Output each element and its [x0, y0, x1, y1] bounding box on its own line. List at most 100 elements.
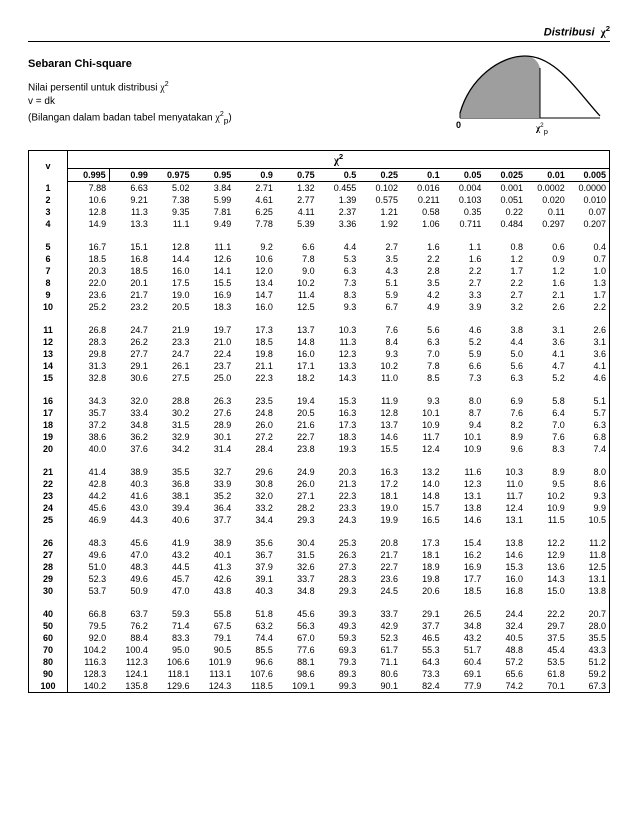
cell: 7.81 [193, 206, 235, 218]
cell: 22.4 [193, 348, 235, 360]
cell: 38.1 [151, 490, 193, 502]
cell: 17.5 [151, 277, 193, 289]
cell: 18.1 [359, 490, 401, 502]
cell: 33.7 [276, 573, 318, 585]
cell: 5.9 [443, 348, 485, 360]
cell: 18.3 [318, 431, 360, 443]
cell: 11.3 [318, 336, 360, 348]
row-v: 29 [29, 573, 68, 585]
cell: 99.3 [318, 680, 360, 693]
cell: 25.3 [318, 526, 360, 549]
cell: 109.1 [276, 680, 318, 693]
cell: 96.6 [234, 656, 276, 668]
cell: 13.7 [359, 419, 401, 431]
cell: 43.2 [443, 632, 485, 644]
cell: 20.3 [68, 265, 110, 277]
cell: 73.3 [401, 668, 443, 680]
cell: 98.6 [276, 668, 318, 680]
cell: 61.7 [359, 644, 401, 656]
cell: 38.9 [193, 526, 235, 549]
cell: 5.1 [568, 384, 610, 407]
col-header: 0.75 [276, 169, 318, 182]
cell: 9.3 [359, 348, 401, 360]
cell: 3.2 [484, 301, 526, 313]
cell: 77.9 [443, 680, 485, 693]
table-row: 70104.2100.495.090.585.577.669.361.755.3… [29, 644, 610, 656]
col-header: 0.995 [68, 169, 110, 182]
cell: 67.0 [276, 632, 318, 644]
cell: 35.5 [568, 632, 610, 644]
cell: 15.1 [109, 230, 151, 253]
cell: 0.102 [359, 182, 401, 195]
row-v: 12 [29, 336, 68, 348]
cell: 16.9 [443, 561, 485, 573]
cell: 88.4 [109, 632, 151, 644]
cell: 13.8 [568, 585, 610, 597]
cell: 9.3 [318, 301, 360, 313]
cell: 29.3 [318, 585, 360, 597]
cell: 4.4 [484, 336, 526, 348]
cell: 23.2 [109, 301, 151, 313]
table-row: 17.886.635.023.842.711.320.4550.1020.016… [29, 182, 610, 195]
cell: 52.3 [359, 632, 401, 644]
cell: 22.7 [359, 561, 401, 573]
cell: 71.4 [151, 620, 193, 632]
cell: 37.9 [234, 561, 276, 573]
row-v: 2 [29, 194, 68, 206]
row-v: 80 [29, 656, 68, 668]
cell: 31.4 [193, 443, 235, 455]
cell: 1.21 [359, 206, 401, 218]
cell: 40.0 [68, 443, 110, 455]
cell: 15.0 [526, 585, 568, 597]
cell: 43.2 [151, 549, 193, 561]
cell: 9.35 [151, 206, 193, 218]
cell: 9.5 [526, 478, 568, 490]
cell: 12.9 [526, 549, 568, 561]
cell: 28.0 [568, 620, 610, 632]
cell: 41.9 [151, 526, 193, 549]
cell: 33.2 [234, 502, 276, 514]
cell: 10.2 [359, 360, 401, 372]
cell: 16.8 [484, 585, 526, 597]
row-v: 13 [29, 348, 68, 360]
cell: 8.0 [443, 384, 485, 407]
cell: 41.6 [109, 490, 151, 502]
cell: 34.8 [276, 585, 318, 597]
cell: 2.6 [526, 301, 568, 313]
cell: 48.3 [68, 526, 110, 549]
cell: 4.1 [568, 360, 610, 372]
cell: 33.7 [359, 597, 401, 620]
cell: 40.3 [234, 585, 276, 597]
cell: 37.2 [68, 419, 110, 431]
cell: 1.6 [443, 253, 485, 265]
cell: 8.6 [568, 478, 610, 490]
cell: 2.37 [318, 206, 360, 218]
cell: 36.2 [109, 431, 151, 443]
cell: 32.4 [484, 620, 526, 632]
col-header: 0.975 [151, 169, 193, 182]
cell: 9.2 [234, 230, 276, 253]
cell: 25.0 [193, 372, 235, 384]
cell: 39.4 [151, 502, 193, 514]
cell: 6.3 [568, 419, 610, 431]
cell: 15.3 [484, 561, 526, 573]
cell: 43.0 [109, 502, 151, 514]
table-row: 1329.827.724.722.419.816.012.39.37.05.95… [29, 348, 610, 360]
cell: 14.9 [68, 218, 110, 230]
row-v: 8 [29, 277, 68, 289]
cell: 13.3 [318, 360, 360, 372]
col-header-v: v [29, 151, 68, 182]
cell: 36.8 [151, 478, 193, 490]
sub-line3b: ) [228, 112, 231, 123]
axis-label-chi: χ2p [536, 122, 548, 136]
cell: 10.9 [401, 419, 443, 431]
cell: 20.3 [318, 455, 360, 478]
cell: 76.2 [109, 620, 151, 632]
cell: 89.3 [318, 668, 360, 680]
cell: 3.9 [443, 301, 485, 313]
cell: 19.8 [234, 348, 276, 360]
cell: 12.5 [568, 561, 610, 573]
cell: 4.6 [443, 313, 485, 336]
cell: 0.9 [526, 253, 568, 265]
cell: 65.6 [484, 668, 526, 680]
